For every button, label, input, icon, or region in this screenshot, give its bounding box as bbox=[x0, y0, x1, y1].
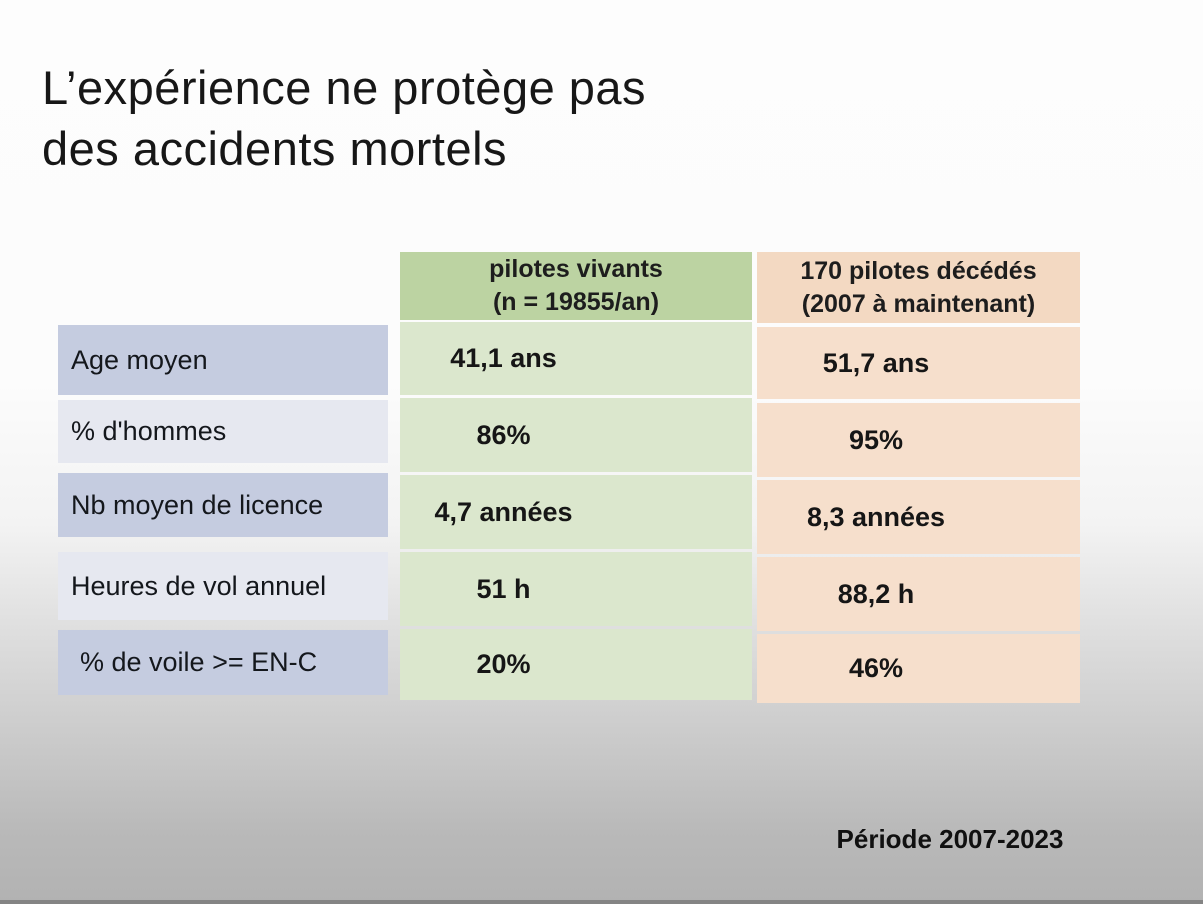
value-vivants-licence: 4,7 années bbox=[400, 475, 752, 549]
row-label-pct-voile-enc: % de voile >= EN-C bbox=[58, 630, 388, 695]
value-decedes-licence: 8,3 années bbox=[757, 480, 1080, 554]
header-pilotes-decedes-line-2: (2007 à maintenant) bbox=[801, 289, 1036, 318]
slide-title: L’expérience ne protège pas des accident… bbox=[42, 57, 646, 179]
value-decedes-age: 51,7 ans bbox=[757, 327, 1080, 399]
header-pilotes-vivants: pilotes vivants (n = 19855/an) bbox=[400, 252, 752, 320]
value-decedes-voile: 46% bbox=[757, 634, 1080, 703]
header-pilotes-decedes: 170 pilotes décédés (2007 à maintenant) bbox=[757, 252, 1080, 323]
value-vivants-hommes: 86% bbox=[400, 398, 752, 472]
header-pilotes-vivants-line-2: (n = 19855/an) bbox=[492, 288, 660, 316]
row-label-pct-hommes: % d'hommes bbox=[58, 400, 388, 463]
value-vivants-age: 41,1 ans bbox=[400, 322, 752, 395]
row-label-age-moyen: Age moyen bbox=[58, 325, 388, 395]
header-pilotes-vivants-line-1: pilotes vivants bbox=[489, 255, 663, 283]
bottom-edge-bar bbox=[0, 900, 1203, 904]
slide-title-line-2: des accidents mortels bbox=[42, 122, 508, 176]
slide-title-line-1: L’expérience ne protège pas bbox=[42, 61, 647, 115]
value-decedes-hommes: 95% bbox=[757, 403, 1080, 477]
row-label-nb-licence: Nb moyen de licence bbox=[58, 473, 388, 537]
header-pilotes-decedes-line-1: 170 pilotes décédés bbox=[800, 256, 1037, 285]
value-vivants-voile: 20% bbox=[400, 629, 752, 700]
value-decedes-heures: 88,2 h bbox=[757, 557, 1080, 631]
period-note: Période 2007-2023 bbox=[836, 824, 1064, 854]
value-vivants-heures: 51 h bbox=[400, 552, 752, 626]
row-label-heures-vol: Heures de vol annuel bbox=[58, 552, 388, 620]
